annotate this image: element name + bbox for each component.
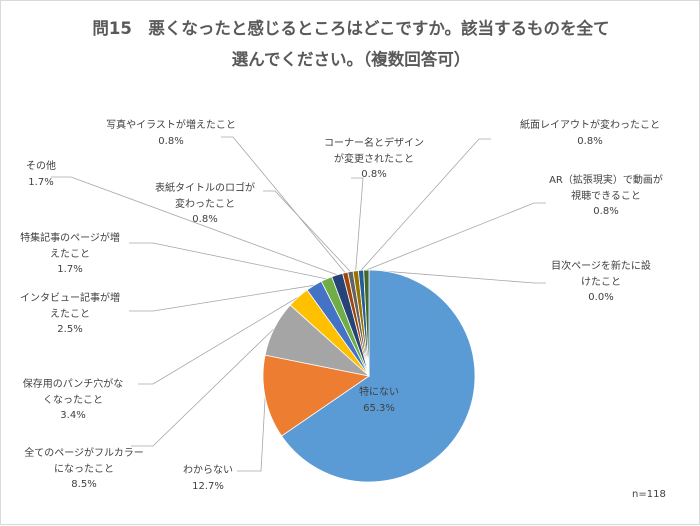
data-label-text: が変更されたこと bbox=[334, 153, 414, 165]
data-label: 表紙タイトルのロゴが 変わったこと 0.8% bbox=[141, 181, 269, 228]
leader-line bbox=[51, 176, 338, 276]
data-label-text: コーナー名とデザイン bbox=[324, 138, 424, 149]
data-label: コーナー名とデザイン が変更されたこと 0.8% bbox=[309, 136, 439, 183]
data-label-percent: 0.8% bbox=[593, 206, 619, 217]
leader-line bbox=[351, 177, 364, 271]
data-label-text: 特集記事のページが増 bbox=[20, 233, 120, 244]
leader-line bbox=[263, 190, 351, 272]
pie-slice bbox=[262, 354, 371, 437]
data-label-percent: 65.3% bbox=[363, 402, 395, 414]
leader-line bbox=[221, 136, 346, 273]
data-label: その他 1.7% bbox=[21, 159, 61, 190]
leader-line bbox=[129, 284, 315, 312]
data-label-text: わからない bbox=[183, 465, 233, 476]
data-label-text: えたこと bbox=[50, 308, 90, 320]
leader-line bbox=[129, 242, 327, 280]
data-label-text: その他 bbox=[26, 161, 56, 172]
leader-lines bbox=[51, 136, 546, 472]
data-label-percent: 0.0% bbox=[588, 292, 614, 303]
data-label-percent: 0.8% bbox=[192, 214, 218, 225]
data-label-text: 全てのページがフルカラー bbox=[24, 448, 144, 459]
data-label: 全てのページがフルカラー になったこと 8.5% bbox=[9, 446, 159, 493]
data-label-percent: 0.8% bbox=[577, 135, 603, 147]
sample-size-note: n=118 bbox=[632, 489, 666, 500]
pie-slices bbox=[262, 269, 476, 483]
data-label-text: 紙面レイアウトが変わったこと bbox=[520, 120, 660, 131]
data-label-text: AR（拡張現実）で動画が bbox=[549, 175, 663, 186]
data-label-text: インタビュー記事が増 bbox=[20, 293, 120, 304]
data-label-percent: 2.5% bbox=[57, 324, 83, 335]
pie-slice bbox=[363, 269, 370, 377]
data-label: 目次ページを新たに設 けたこと 0.0% bbox=[536, 259, 666, 306]
data-label-percent: 12.7% bbox=[192, 480, 224, 492]
data-label: 保存用のパンチ穴がな くなったこと 3.4% bbox=[9, 377, 137, 424]
data-label-text: くなったこと bbox=[43, 394, 103, 406]
data-label: AR（拡張現実）で動画が 視聴できること 0.8% bbox=[536, 173, 676, 220]
leader-line bbox=[131, 328, 275, 447]
data-label: 特集記事のページが増 えたこと 1.7% bbox=[9, 231, 131, 278]
chart-title: 問15 悪くなったと感じるところはどこですか。該当するものを全て選んでください。… bbox=[92, 19, 610, 69]
data-label-percent: 3.4% bbox=[60, 410, 86, 421]
leader-line bbox=[360, 138, 491, 271]
data-label: 写真やイラストが増えたこと 0.8% bbox=[86, 118, 256, 149]
data-label: 特にない 65.3% bbox=[357, 385, 401, 416]
data-label-text: 目次ページを新たに設 bbox=[551, 261, 651, 272]
data-label: わからない 12.7% bbox=[179, 463, 237, 494]
data-label-percent: 0.8% bbox=[158, 135, 184, 147]
pie-slice bbox=[281, 269, 476, 483]
leader-line bbox=[237, 397, 266, 472]
leader-line bbox=[368, 269, 546, 284]
data-label-text: けたこと bbox=[581, 276, 621, 288]
data-label-text: 表紙タイトルのロゴが bbox=[155, 183, 255, 194]
data-label-text: 変わったこと bbox=[175, 198, 235, 210]
data-label-text: 特にない bbox=[359, 387, 399, 398]
data-label-text: 保存用のパンチ穴がな bbox=[22, 379, 124, 390]
data-label: 紙面レイアウトが変わったこと 0.8% bbox=[501, 118, 679, 149]
data-label-text: えたこと bbox=[50, 248, 90, 260]
data-label-text: になったこと bbox=[54, 463, 114, 475]
leader-line bbox=[366, 202, 546, 271]
data-label: インタビュー記事が増 えたこと 2.5% bbox=[9, 291, 131, 338]
data-label-percent: 0.8% bbox=[361, 169, 387, 180]
data-label-percent: 8.5% bbox=[71, 479, 97, 490]
data-label-percent: 1.7% bbox=[57, 264, 83, 275]
data-label-percent: 1.7% bbox=[28, 176, 54, 188]
data-label-text: 視聴できること bbox=[571, 190, 641, 202]
data-label-text: 写真やイラストが増えたこと bbox=[106, 120, 236, 131]
leader-line bbox=[138, 296, 299, 385]
